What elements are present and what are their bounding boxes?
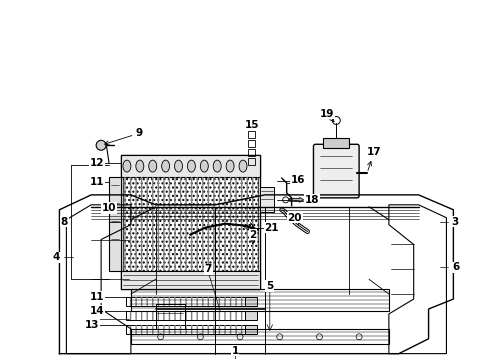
Ellipse shape — [174, 160, 182, 172]
Ellipse shape — [123, 160, 131, 172]
Ellipse shape — [149, 160, 157, 172]
Text: 14: 14 — [90, 306, 104, 316]
Bar — [109, 177, 121, 271]
Text: 8: 8 — [61, 217, 68, 227]
Bar — [131, 289, 389, 311]
FancyArrow shape — [290, 197, 303, 202]
Text: 10: 10 — [102, 203, 116, 213]
Bar — [248, 140, 255, 147]
Text: 17: 17 — [367, 147, 381, 170]
Bar — [245, 325, 257, 334]
Ellipse shape — [188, 160, 196, 172]
Ellipse shape — [213, 160, 221, 172]
Text: 15: 15 — [245, 121, 259, 130]
Bar — [248, 131, 255, 138]
Bar — [126, 311, 245, 320]
Bar — [126, 297, 245, 306]
Text: 4: 4 — [53, 252, 60, 262]
Bar — [248, 122, 255, 129]
Bar — [245, 311, 257, 320]
Text: 2: 2 — [249, 230, 257, 239]
Text: 9: 9 — [105, 129, 143, 145]
Bar — [323, 138, 349, 148]
Text: 18: 18 — [305, 195, 320, 205]
Bar — [248, 149, 255, 156]
Text: 3: 3 — [452, 217, 459, 227]
Text: 13: 13 — [85, 320, 99, 330]
Bar — [123, 177, 258, 271]
Bar — [121, 155, 260, 289]
Ellipse shape — [200, 160, 208, 172]
Bar — [126, 325, 245, 334]
Ellipse shape — [239, 160, 247, 172]
Bar — [126, 311, 245, 320]
Text: 19: 19 — [320, 108, 335, 122]
Bar — [126, 325, 245, 334]
Bar — [126, 297, 245, 306]
Bar — [260, 187, 274, 212]
Ellipse shape — [226, 160, 234, 172]
Ellipse shape — [162, 160, 170, 172]
Text: 7: 7 — [205, 264, 212, 274]
Circle shape — [96, 140, 106, 150]
Text: 16: 16 — [291, 175, 305, 185]
Bar — [131, 329, 389, 344]
Text: 6: 6 — [453, 262, 460, 272]
Bar — [121, 271, 260, 289]
Bar — [245, 297, 257, 306]
Bar — [156, 304, 185, 329]
Bar — [121, 155, 260, 177]
Text: 12: 12 — [90, 158, 104, 168]
Text: 21: 21 — [265, 222, 279, 233]
Ellipse shape — [136, 160, 144, 172]
FancyBboxPatch shape — [314, 144, 359, 198]
Text: 5: 5 — [266, 281, 273, 291]
Text: 1: 1 — [231, 346, 239, 356]
Text: 11: 11 — [90, 292, 104, 302]
Bar — [248, 158, 255, 165]
Text: 11: 11 — [90, 177, 104, 187]
Bar — [123, 177, 258, 271]
Text: 20: 20 — [287, 213, 302, 223]
